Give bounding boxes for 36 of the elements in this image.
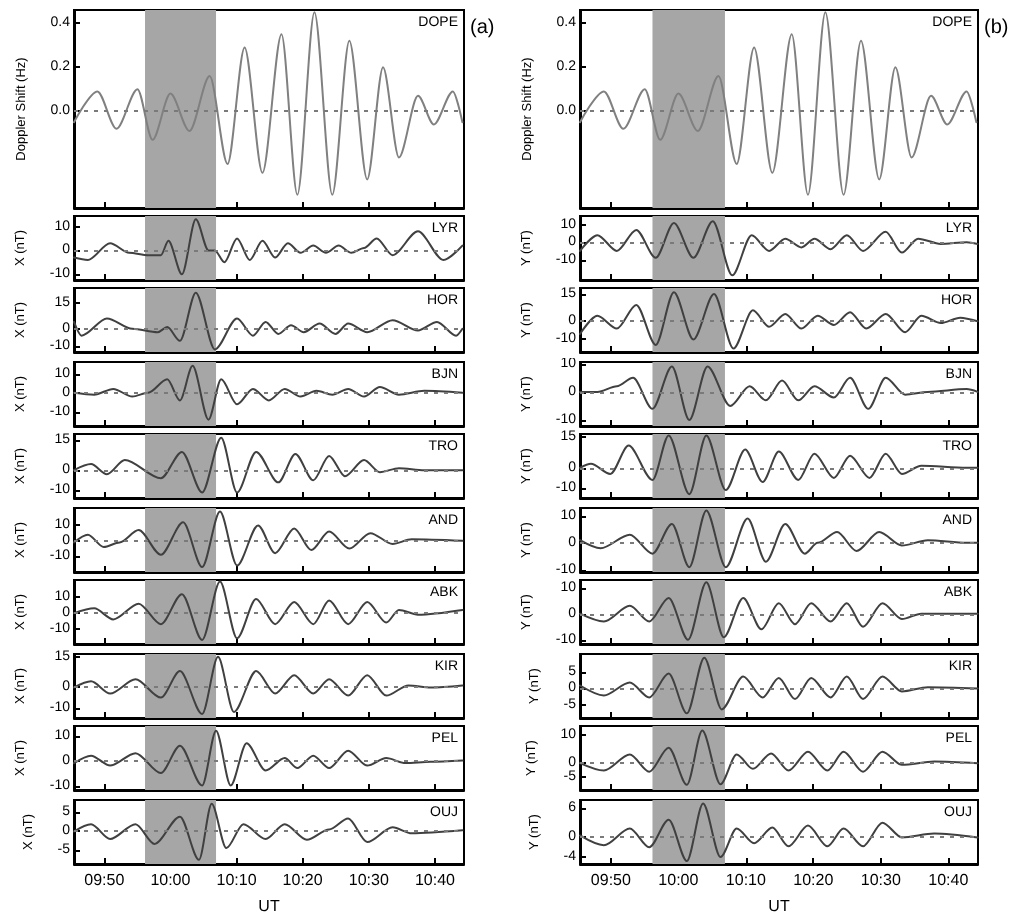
line-series bbox=[579, 581, 979, 642]
text: (b) bbox=[984, 17, 1009, 39]
line-series bbox=[73, 801, 464, 860]
line-series bbox=[73, 581, 464, 642]
x-axis-title: UT bbox=[258, 895, 280, 914]
x-tick-label: 09:50 bbox=[590, 870, 632, 889]
line-series bbox=[579, 801, 979, 862]
x-tick-label: 10:10 bbox=[725, 870, 767, 889]
line-series bbox=[73, 218, 464, 276]
x-tick-label: 10:20 bbox=[282, 870, 324, 889]
line-series bbox=[579, 220, 979, 277]
x-tick-label: 10:30 bbox=[348, 870, 390, 889]
line-series bbox=[579, 729, 979, 787]
line-series bbox=[579, 365, 979, 421]
text: (a) bbox=[470, 17, 495, 39]
line-series bbox=[579, 435, 979, 496]
line-series bbox=[73, 364, 464, 421]
line-series bbox=[73, 655, 464, 715]
x-tick-label: 10:30 bbox=[860, 870, 902, 889]
line-series bbox=[73, 292, 464, 352]
x-tick-label: 10:40 bbox=[414, 870, 457, 889]
x-tick-label: 10:00 bbox=[150, 870, 192, 889]
x-tick-label: 10:20 bbox=[793, 870, 835, 889]
line-series bbox=[73, 11, 464, 196]
line-series bbox=[579, 655, 979, 714]
line-series bbox=[73, 437, 464, 495]
line-series bbox=[73, 510, 464, 568]
line-series bbox=[73, 729, 464, 787]
line-series bbox=[579, 292, 979, 351]
line-series bbox=[579, 11, 978, 196]
x-tick-label: 09:50 bbox=[84, 870, 126, 889]
x-tick-label: 10:40 bbox=[928, 870, 970, 889]
x-axis-title: UT bbox=[768, 895, 790, 914]
x-tick-label: 10:10 bbox=[216, 870, 258, 889]
x-tick-label: 10:00 bbox=[658, 870, 700, 889]
line-series bbox=[579, 508, 979, 568]
